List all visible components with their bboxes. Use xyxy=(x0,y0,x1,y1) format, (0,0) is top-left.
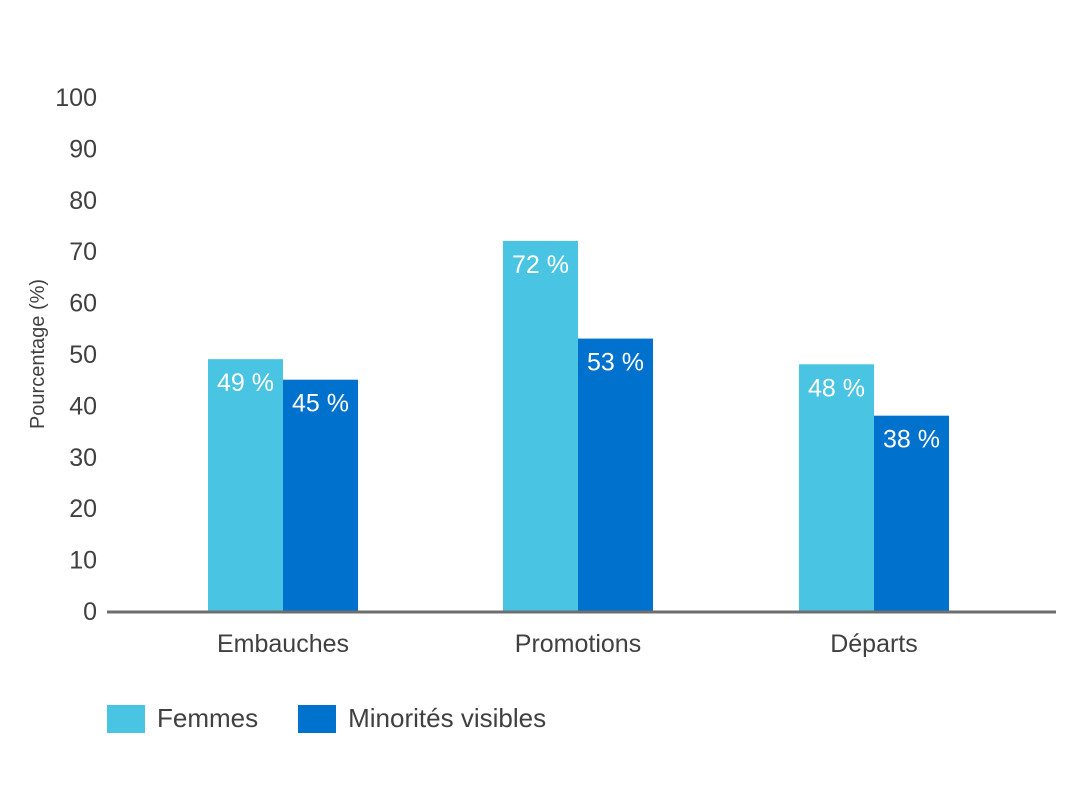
data-label: 72 % xyxy=(512,251,569,279)
data-label: 53 % xyxy=(587,349,644,377)
legend-swatch-minorites-visibles xyxy=(298,704,337,733)
bar xyxy=(503,240,578,612)
y-tick-label: 100 xyxy=(55,84,97,112)
y-tick-label: 70 xyxy=(69,238,97,266)
data-label: 38 % xyxy=(883,426,940,454)
y-tick-label: 0 xyxy=(83,598,97,626)
x-tick-label: Départs xyxy=(830,630,918,658)
y-tick-label: 40 xyxy=(69,392,97,420)
data-label: 49 % xyxy=(217,369,274,397)
y-tick-label: 10 xyxy=(69,547,97,575)
bars: 49 % 45 % 72 % 53 % 48 % 38 % xyxy=(208,240,949,612)
legend: Femmes Minorités visibles xyxy=(107,703,546,734)
y-tick-label: 80 xyxy=(69,187,97,215)
data-label: 48 % xyxy=(808,374,865,402)
x-tick-label: Promotions xyxy=(515,630,641,658)
legend-label-minorites-visibles: Minorités visibles xyxy=(348,703,547,733)
bar xyxy=(799,364,874,611)
y-tick-label: 20 xyxy=(69,495,97,523)
legend-item-femmes: Femmes xyxy=(107,703,258,734)
bar xyxy=(578,338,653,611)
x-axis: Embauches Promotions Départs xyxy=(107,610,1056,658)
legend-label-femmes: Femmes xyxy=(157,703,259,733)
bar xyxy=(208,359,283,611)
legend-swatch-femmes xyxy=(107,704,145,733)
x-tick-label: Embauches xyxy=(217,630,349,658)
y-tick-label: 90 xyxy=(69,135,97,163)
y-tick-label: 60 xyxy=(69,290,97,318)
legend-item-minorites-visibles: Minorités visibles xyxy=(298,703,546,734)
bar xyxy=(874,415,949,611)
y-tick-label: 50 xyxy=(69,341,97,369)
data-label: 45 % xyxy=(292,390,349,418)
y-axis-label: Pourcentage (%) xyxy=(27,279,49,429)
bar xyxy=(283,379,358,611)
y-axis: 0 10 20 30 40 50 60 70 80 90 100 xyxy=(55,84,97,626)
y-tick-label: 30 xyxy=(69,444,97,472)
